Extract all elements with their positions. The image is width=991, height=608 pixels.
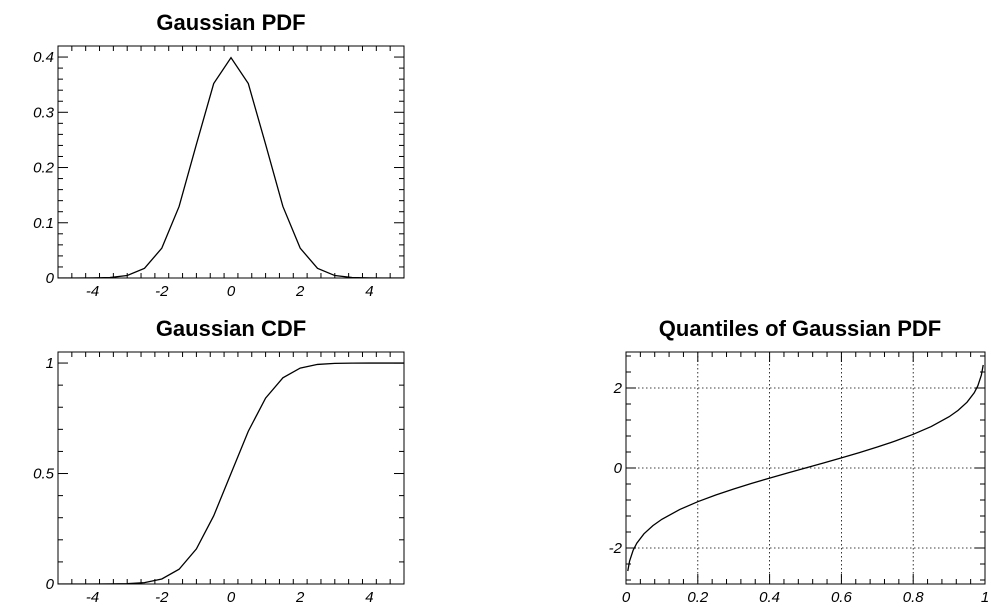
x-tick-label: 0 (227, 589, 236, 606)
y-tick-label: 0.1 (33, 215, 54, 232)
y-tick-label: 0.5 (33, 466, 55, 483)
y-tick-label: 0.2 (33, 160, 55, 177)
plot-frame (57, 351, 405, 585)
chart-pdf: Gaussian PDF -4 -2 0 2 4 0 0.1 0.2 0.3 0.4 (33, 10, 405, 300)
x-tick-label: 0 (622, 589, 631, 606)
y-tick-label: 0 (46, 576, 55, 593)
y-tick-label: 0 (614, 460, 623, 477)
x-tick-label: 2 (295, 283, 305, 300)
x-tick-label: -4 (86, 283, 99, 300)
y-tick-label: 0.4 (33, 49, 54, 66)
x-tick-label: 0 (227, 283, 236, 300)
x-tick-label: 1 (981, 589, 989, 606)
plot-frame (57, 45, 405, 279)
y-tick-label: 0.3 (33, 104, 55, 121)
y-tick-label: 0 (46, 270, 55, 287)
x-tick-label: -4 (86, 589, 99, 606)
x-tick-label: 2 (295, 589, 305, 606)
series-line (58, 56, 404, 278)
x-tick-label: 0.6 (831, 589, 853, 606)
x-tick-label: 0.8 (903, 589, 925, 606)
chart-quantile: Quantiles of Gaussian PDF 0 0.2 0.4 0.6 0.8 1… (609, 316, 990, 606)
chart-title: Gaussian CDF (156, 316, 306, 341)
series-line (58, 362, 404, 584)
x-tick-label: -2 (155, 589, 169, 606)
y-tick-label: 1 (46, 355, 54, 372)
x-tick-label: 4 (365, 589, 373, 606)
x-tick-label: 4 (365, 283, 373, 300)
x-tick-label: 0.4 (759, 589, 780, 606)
y-tick-label: -2 (609, 540, 623, 557)
x-tick-label: 0.2 (687, 589, 709, 606)
series-line (627, 364, 984, 572)
x-tick-label: -2 (155, 283, 169, 300)
chart-title: Quantiles of Gaussian PDF (659, 316, 941, 341)
chart-cdf: Gaussian CDF -4 -2 0 2 4 0 0.5 1 (33, 316, 405, 606)
y-tick-label: 2 (613, 380, 623, 397)
chart-title: Gaussian PDF (156, 10, 305, 35)
